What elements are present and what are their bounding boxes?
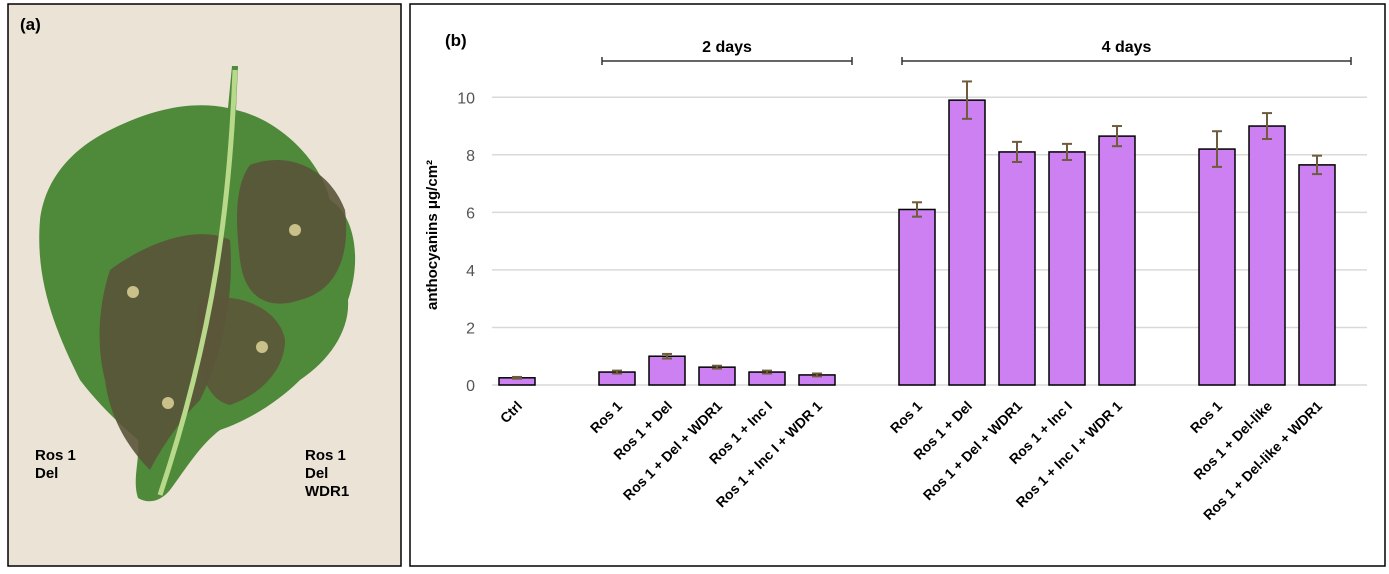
photo-note: Del	[305, 465, 328, 482]
photo-note: Del	[35, 465, 58, 482]
infiltration-spot	[289, 224, 301, 236]
infiltration-spot	[162, 397, 174, 409]
y-tick-label: 4	[466, 263, 475, 280]
bar	[949, 100, 985, 385]
group-label: 4 days	[1102, 39, 1152, 56]
bar	[999, 152, 1035, 385]
y-tick-label: 8	[466, 148, 475, 165]
panel-label: (b)	[445, 31, 467, 50]
figure: (a) (b) anthocyanins μg/cm² Ros 1DelRos …	[0, 0, 1389, 569]
photo-note: Ros 1	[35, 447, 76, 464]
bar	[1299, 165, 1335, 385]
y-tick-label: 2	[466, 320, 475, 337]
error-bar	[512, 377, 522, 379]
y-tick-label: 10	[457, 90, 475, 107]
panel-label: (a)	[20, 15, 41, 34]
bar	[899, 209, 935, 385]
y-tick-label: 0	[466, 378, 475, 395]
bar	[1199, 149, 1235, 385]
y-axis-label: anthocyanins μg/cm²	[424, 160, 441, 310]
infiltration-spot	[256, 341, 268, 353]
photo-note: Ros 1	[305, 447, 346, 464]
bar	[699, 367, 735, 385]
y-tick-label: 6	[466, 205, 475, 222]
bar	[649, 356, 685, 385]
bar	[1099, 136, 1135, 385]
bar	[1049, 152, 1085, 385]
infiltration-spot	[127, 286, 139, 298]
group-label: 2 days	[702, 39, 752, 56]
bar	[1249, 126, 1285, 385]
photo-note: WDR1	[305, 483, 349, 500]
